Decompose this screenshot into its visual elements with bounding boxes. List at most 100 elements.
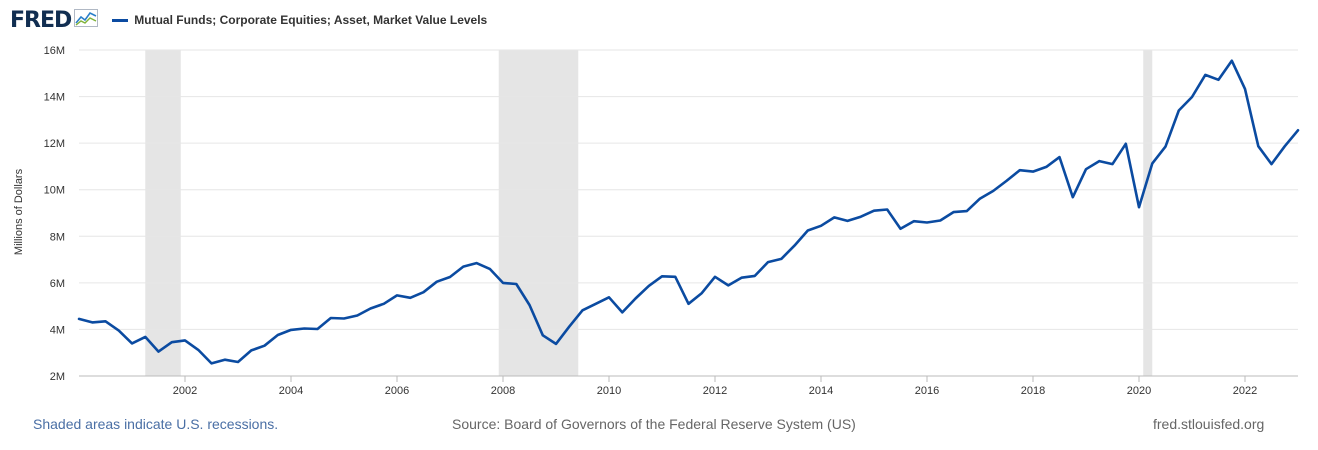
data-point[interactable]	[605, 293, 613, 301]
data-point[interactable]	[857, 213, 865, 221]
data-point[interactable]	[499, 279, 507, 287]
data-point[interactable]	[738, 274, 746, 282]
recession-note-link[interactable]: Shaded areas indicate U.S. recessions.	[33, 416, 279, 432]
data-point[interactable]	[671, 273, 679, 281]
data-point[interactable]	[539, 331, 547, 339]
data-point[interactable]	[923, 219, 931, 227]
data-point[interactable]	[910, 217, 918, 225]
data-point[interactable]	[459, 263, 467, 271]
data-point[interactable]	[883, 206, 891, 214]
data-point[interactable]	[658, 272, 666, 280]
data-point[interactable]	[830, 213, 838, 221]
data-point[interactable]	[1241, 85, 1249, 93]
y-tick-label: 10M	[44, 185, 65, 197]
data-point[interactable]	[1268, 160, 1276, 168]
site-url[interactable]: fred.stlouisfed.org	[1153, 416, 1265, 432]
data-point[interactable]	[208, 359, 216, 367]
data-point[interactable]	[1029, 168, 1037, 176]
data-point[interactable]	[870, 207, 878, 215]
data-point[interactable]	[579, 306, 587, 314]
data-point[interactable]	[1201, 71, 1209, 79]
data-point[interactable]	[989, 187, 997, 195]
data-point[interactable]	[194, 346, 202, 354]
data-point[interactable]	[685, 300, 693, 308]
data-point[interactable]	[526, 301, 534, 309]
data-point[interactable]	[1228, 57, 1236, 65]
data-point[interactable]	[128, 339, 136, 347]
data-point[interactable]	[1069, 193, 1077, 201]
data-point[interactable]	[1042, 163, 1050, 171]
data-point[interactable]	[552, 340, 560, 348]
data-point[interactable]	[75, 315, 83, 323]
data-point[interactable]	[976, 195, 984, 203]
data-point[interactable]	[181, 336, 189, 344]
data-point[interactable]	[897, 225, 905, 233]
data-point[interactable]	[1122, 140, 1130, 148]
data-point[interactable]	[698, 289, 706, 297]
data-point[interactable]	[1109, 160, 1117, 168]
data-point[interactable]	[724, 281, 732, 289]
data-point[interactable]	[950, 208, 958, 216]
data-point[interactable]	[751, 272, 759, 280]
data-point[interactable]	[632, 294, 640, 302]
data-point[interactable]	[155, 348, 163, 356]
data-point[interactable]	[221, 356, 229, 364]
data-point[interactable]	[261, 342, 269, 350]
data-point[interactable]	[473, 259, 481, 267]
gridlines	[79, 49, 1298, 377]
data-point[interactable]	[1188, 93, 1196, 101]
data-point[interactable]	[645, 282, 653, 290]
data-point[interactable]	[1056, 153, 1064, 161]
data-point[interactable]	[1082, 165, 1090, 173]
data-point[interactable]	[844, 217, 852, 225]
data-point[interactable]	[1215, 76, 1223, 84]
data-point[interactable]	[1175, 107, 1183, 115]
data-point[interactable]	[433, 278, 441, 286]
data-point[interactable]	[393, 291, 401, 299]
x-tick-label: 2006	[385, 385, 409, 397]
data-point[interactable]	[141, 333, 149, 341]
data-point[interactable]	[247, 346, 255, 354]
data-point[interactable]	[115, 327, 123, 335]
data-point[interactable]	[817, 222, 825, 230]
data-point[interactable]	[963, 207, 971, 215]
data-point[interactable]	[287, 326, 295, 334]
data-point[interactable]	[406, 294, 414, 302]
data-point[interactable]	[1003, 177, 1011, 185]
data-point[interactable]	[1162, 143, 1170, 151]
series-line-1[interactable]	[77, 59, 1300, 365]
data-point[interactable]	[1148, 159, 1156, 167]
data-point[interactable]	[367, 304, 375, 312]
data-point[interactable]	[804, 226, 812, 234]
data-point[interactable]	[1254, 142, 1262, 150]
data-point[interactable]	[102, 317, 110, 325]
data-point[interactable]	[1135, 203, 1143, 211]
data-point[interactable]	[353, 311, 361, 319]
data-point[interactable]	[618, 308, 626, 316]
data-point[interactable]	[1095, 157, 1103, 165]
data-point[interactable]	[446, 273, 454, 281]
data-point[interactable]	[486, 265, 494, 273]
data-point[interactable]	[380, 300, 388, 308]
data-point[interactable]	[1016, 166, 1024, 174]
data-point[interactable]	[1281, 142, 1289, 150]
data-point[interactable]	[314, 325, 322, 333]
data-point[interactable]	[234, 358, 242, 366]
data-point[interactable]	[791, 242, 799, 250]
fred-logo[interactable]: FRED	[10, 8, 99, 33]
data-point[interactable]	[274, 331, 282, 339]
data-point[interactable]	[1294, 126, 1302, 134]
data-point[interactable]	[592, 300, 600, 308]
data-point[interactable]	[764, 258, 772, 266]
data-point[interactable]	[88, 318, 96, 326]
data-point[interactable]	[565, 323, 573, 331]
data-point[interactable]	[340, 314, 348, 322]
data-point[interactable]	[936, 216, 944, 224]
data-point[interactable]	[777, 255, 785, 263]
data-point[interactable]	[420, 288, 428, 296]
data-point[interactable]	[711, 273, 719, 281]
data-point[interactable]	[512, 280, 520, 288]
data-point[interactable]	[168, 338, 176, 346]
data-point[interactable]	[300, 324, 308, 332]
data-point[interactable]	[327, 314, 335, 322]
